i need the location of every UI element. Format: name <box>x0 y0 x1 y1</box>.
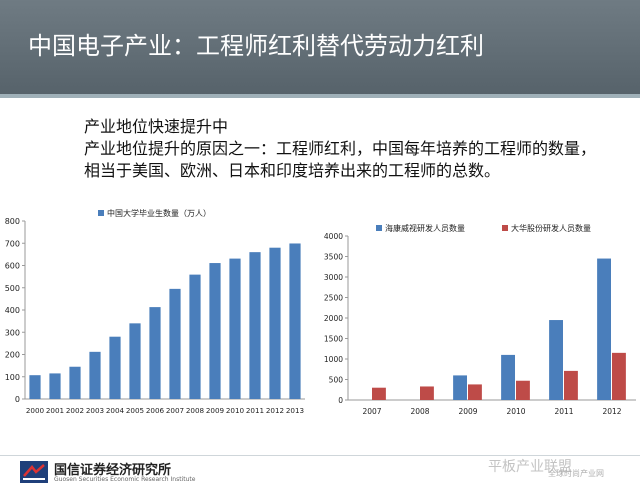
x-tick-label: 2003 <box>86 406 104 415</box>
y-tick-label: 100 <box>5 373 20 382</box>
y-tick-label: 0 <box>338 396 343 405</box>
y-tick-label: 3000 <box>324 273 343 282</box>
watermark: 平板产业联盟 <box>488 459 572 475</box>
title-bar: 中国电子产业：工程师红利替代劳动力红利 <box>0 0 640 96</box>
x-tick-label: 2008 <box>186 406 205 415</box>
bar-2007-series-1 <box>169 288 181 399</box>
x-tick-label: 2009 <box>458 407 477 416</box>
y-tick-label: 2500 <box>324 294 343 303</box>
x-tick-label: 2001 <box>46 406 64 415</box>
bar-2012-series-1 <box>269 247 281 399</box>
bar-2004-series-1 <box>109 336 121 399</box>
watermark-sub: 全球时尚产业网 <box>548 469 604 478</box>
bar-2010-series-1 <box>501 354 515 400</box>
x-tick-label: 2007 <box>166 406 184 415</box>
x-tick-label: 2002 <box>66 406 84 415</box>
x-tick-label: 2012 <box>266 406 284 415</box>
body-line-3: 相当于美国、欧洲、日本和印度培养出来的工程师的总数。 <box>84 161 501 180</box>
bar-2000-series-1 <box>29 375 41 399</box>
legend-swatch-1 <box>376 225 382 231</box>
x-tick-label: 2000 <box>26 406 45 415</box>
legend-swatch-1 <box>98 210 104 216</box>
bar-2010-series-2 <box>516 380 530 400</box>
bar-2007-series-2 <box>372 387 386 400</box>
y-tick-label: 700 <box>5 239 20 248</box>
x-tick-label: 2011 <box>554 407 573 416</box>
body-line-2: 产业地位提升的原因之一：工程师红利，中国每年培养的工程师的数量， <box>84 139 597 158</box>
legend-label-2: 大华股份研发人员数量 <box>511 223 591 233</box>
bar-2013-series-1 <box>289 243 301 399</box>
y-tick-label: 400 <box>5 306 20 315</box>
bar-2009-series-2 <box>468 384 482 400</box>
y-tick-label: 800 <box>5 217 20 226</box>
y-tick-label: 3500 <box>324 253 343 262</box>
slide-title: 中国电子产业：工程师红利替代劳动力红利 <box>28 32 484 60</box>
rd-staff-chart: 0 500 1000 1500 2000 2500 3000 3500 4000 2007 2008… <box>324 223 636 416</box>
y-tick-label: 500 <box>329 376 344 385</box>
x-tick-label: 2012 <box>602 407 621 416</box>
legend-swatch-2 <box>502 225 508 231</box>
bar-2009-series-1 <box>453 375 467 400</box>
x-tick-label: 2009 <box>206 406 225 415</box>
body-line-1: 产业地位快速提升中 <box>84 117 229 136</box>
y-tick-label: 2000 <box>324 314 343 323</box>
x-tick-label: 2010 <box>226 406 245 415</box>
bar-2012-series-1 <box>597 258 611 400</box>
bar-2009-series-1 <box>209 263 221 399</box>
y-tick-label: 300 <box>5 328 20 337</box>
bar-2011-series-1 <box>549 320 563 400</box>
bar-2005-series-1 <box>129 323 141 399</box>
x-tick-label: 2006 <box>146 406 165 415</box>
footer-org-name: 国信证券经济研究所 <box>54 463 172 478</box>
x-tick-label: 2004 <box>106 406 125 415</box>
y-tick-label: 0 <box>15 395 20 404</box>
footer-divider <box>0 455 640 456</box>
y-tick-label: 500 <box>5 284 20 293</box>
title-divider <box>0 94 640 98</box>
y-tick-label: 4000 <box>324 232 343 241</box>
footer-org-english: Guosen Securities Economic Research Inst… <box>54 476 196 483</box>
body-text: 产业地位快速提升中 产业地位提升的原因之一：工程师红利，中国每年培养的工程师的数… <box>84 116 624 182</box>
x-tick-label: 2007 <box>362 407 381 416</box>
y-tick-label: 200 <box>5 351 20 360</box>
bar-2008-series-1 <box>189 274 201 399</box>
x-tick-label: 2011 <box>246 406 264 415</box>
guosen-logo-icon <box>20 461 48 483</box>
y-tick-label: 600 <box>5 262 20 271</box>
legend-label-1: 海康威视研发人员数量 <box>385 223 465 233</box>
legend-label-1: 中国大学毕业生数量（万人） <box>107 208 211 218</box>
bar-2001-series-1 <box>49 373 61 399</box>
y-tick-label: 1000 <box>324 355 343 364</box>
bar-2011-series-1 <box>249 252 261 399</box>
x-tick-label: 2013 <box>286 406 304 415</box>
x-tick-label: 2005 <box>126 406 144 415</box>
bar-2003-series-1 <box>89 351 101 399</box>
bar-2011-series-2 <box>564 370 578 400</box>
bar-2002-series-1 <box>69 366 81 399</box>
bar-2010-series-1 <box>229 258 241 399</box>
bar-2006-series-1 <box>149 307 161 399</box>
x-tick-label: 2010 <box>506 407 525 416</box>
x-tick-label: 2008 <box>410 407 429 416</box>
bar-2008-series-2 <box>420 386 434 400</box>
y-tick-label: 1500 <box>324 335 343 344</box>
bar-2012-series-2 <box>612 352 626 400</box>
